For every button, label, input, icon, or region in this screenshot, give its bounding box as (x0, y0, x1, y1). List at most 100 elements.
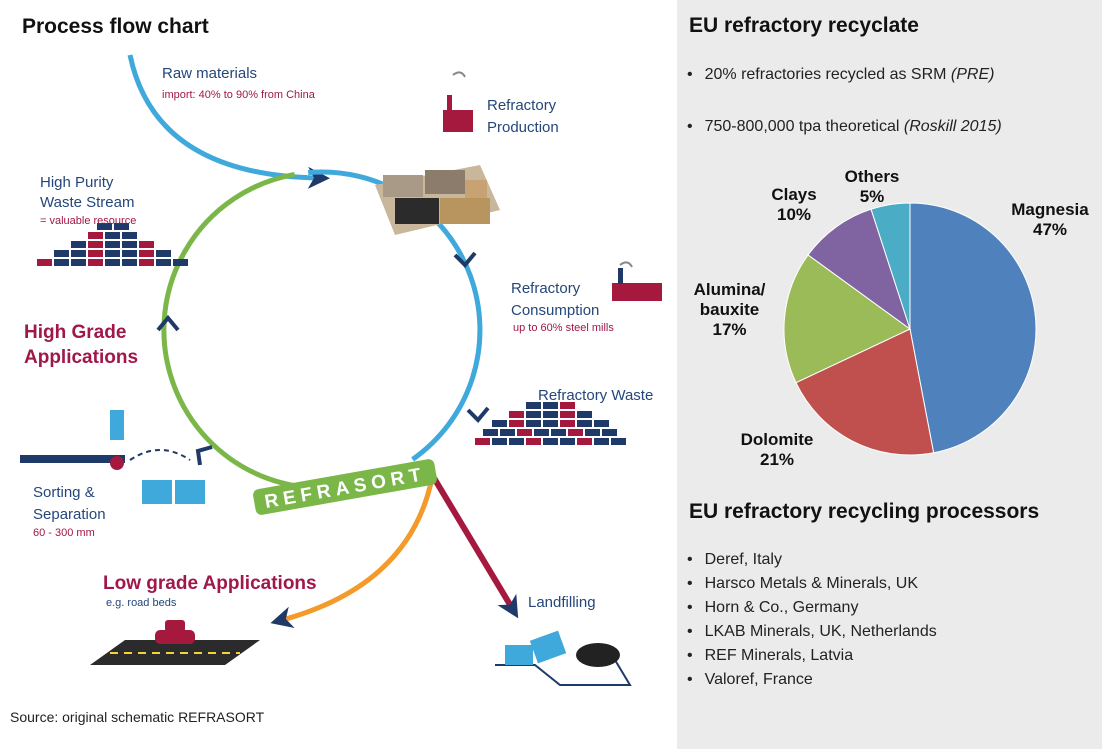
production-line: Refractory (487, 97, 557, 114)
brick (509, 411, 524, 418)
brick (517, 429, 532, 436)
sorting-line: Sorting & (33, 484, 95, 501)
brick (71, 259, 86, 266)
processor-item: REF Minerals, Latvia (687, 647, 937, 671)
brick (526, 420, 541, 427)
arrow-chevron (158, 318, 178, 330)
brick (139, 241, 154, 248)
brick (560, 438, 575, 445)
pie-value-label: 21% (732, 450, 822, 470)
processor-item: Deref, Italy (687, 551, 937, 575)
brick (551, 429, 566, 436)
pie-slice (910, 203, 1036, 453)
processor-item: Horn & Co., Germany (687, 599, 937, 623)
brick (139, 259, 154, 266)
brick (602, 429, 617, 436)
high-grade-line: High Grade (24, 322, 126, 343)
brick (54, 250, 69, 257)
brick (122, 241, 137, 248)
factory-icon (443, 72, 473, 132)
side-panel: EU refractory recyclate 20% refractories… (677, 0, 1102, 749)
brick (105, 232, 120, 239)
brick (585, 429, 600, 436)
brick (568, 429, 583, 436)
brick (594, 420, 609, 427)
brick (577, 411, 592, 418)
refrasort-banner: REFRASORT (252, 458, 438, 516)
pie-label: Clays10% (759, 185, 829, 225)
brick (534, 429, 549, 436)
pie-category: Clays (759, 185, 829, 205)
sorting-line: Separation (33, 506, 106, 523)
production-line: Production (487, 119, 559, 136)
brick (500, 429, 515, 436)
brick (122, 259, 137, 266)
truck-icon (495, 631, 630, 685)
brick (139, 250, 154, 257)
diagram-title: Process flow chart (22, 15, 209, 38)
brick (492, 420, 507, 427)
pie-category: Dolomite (732, 430, 822, 450)
brick (526, 438, 541, 445)
brick (88, 259, 103, 266)
purity-line: High Purity (40, 174, 114, 191)
brick (492, 438, 507, 445)
brick (156, 259, 171, 266)
brick (577, 438, 592, 445)
pie-value-label: 5% (837, 187, 907, 207)
low-grade-note: e.g. road beds (106, 597, 177, 609)
processors-title: EU refractory recycling processors (689, 500, 1039, 524)
consumption-line: Refractory (511, 280, 581, 297)
brick (509, 420, 524, 427)
brick (577, 420, 592, 427)
raw-note: import: 40% to 90% from China (162, 89, 316, 101)
brick (71, 250, 86, 257)
landfill-flow (434, 478, 512, 608)
brick (560, 411, 575, 418)
brick (543, 438, 558, 445)
brick (475, 438, 490, 445)
brick (88, 250, 103, 257)
consumption-line: Consumption (511, 302, 599, 319)
brick (122, 232, 137, 239)
purity-line: Waste Stream (40, 194, 134, 211)
processor-item: LKAB Minerals, UK, Netherlands (687, 623, 937, 647)
brick (543, 411, 558, 418)
arrow-chevron (198, 447, 212, 465)
green-arc (164, 174, 401, 488)
brick (37, 259, 52, 266)
bricks-photo (375, 165, 500, 235)
road-icon (90, 620, 260, 665)
brick (71, 241, 86, 248)
process-diagram: Process flow chart REFRASORT (0, 0, 677, 749)
brick-stack (475, 402, 626, 445)
brick (173, 259, 188, 266)
pie-value-label: 10% (759, 205, 829, 225)
pie-category: Others (837, 167, 907, 187)
processor-item: Harsco Metals & Minerals, UK (687, 575, 937, 599)
processor-list: Deref, ItalyHarsco Metals & Minerals, UK… (687, 551, 937, 695)
brick (105, 250, 120, 257)
brick (105, 241, 120, 248)
brick (88, 232, 103, 239)
refrasort-label: REFRASORT (263, 464, 427, 513)
brick (156, 250, 171, 257)
purity-note: = valuable resource (40, 215, 136, 227)
brick (88, 241, 103, 248)
landfill-label: Landfilling (528, 594, 596, 611)
sorting-note: 60 - 300 mm (33, 527, 95, 539)
source-note: Source: original schematic REFRASORT (10, 709, 265, 725)
pie-category: Magnesia (995, 200, 1102, 220)
waste-label: Refractory Waste (538, 387, 653, 404)
brick (509, 438, 524, 445)
raw-label: Raw materials (162, 65, 257, 82)
brick (611, 438, 626, 445)
low-grade-label: Low grade Applications (103, 573, 317, 594)
brick-stack (37, 223, 188, 266)
brick (560, 420, 575, 427)
brick (483, 429, 498, 436)
